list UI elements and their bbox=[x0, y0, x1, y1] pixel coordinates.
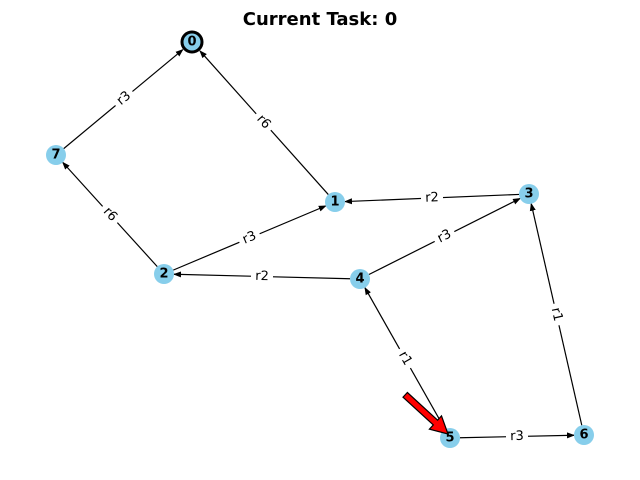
edge-label: r1 bbox=[548, 306, 566, 323]
edge-label-background bbox=[505, 428, 529, 445]
edge-label: r3 bbox=[510, 429, 524, 444]
edge-label-background bbox=[96, 200, 124, 229]
edge-label-background bbox=[250, 108, 277, 136]
edge-label: r2 bbox=[425, 190, 439, 206]
edge-label-group-4-2: r2 bbox=[250, 268, 274, 285]
node-6 bbox=[574, 425, 594, 445]
agent-position-arrow-icon bbox=[402, 391, 449, 435]
edge-label-group-5-6: r3 bbox=[505, 428, 529, 445]
chart-title: Current Task: 0 bbox=[243, 9, 397, 30]
node-label-3: 3 bbox=[524, 187, 533, 202]
edge-label: r2 bbox=[255, 269, 269, 284]
node-label-2: 2 bbox=[159, 267, 168, 282]
node-3 bbox=[519, 184, 539, 204]
node-label-4: 4 bbox=[355, 272, 364, 287]
edge-label-background bbox=[420, 189, 444, 207]
node-2 bbox=[154, 264, 174, 284]
current-task-node bbox=[180, 30, 204, 54]
node-label-7: 7 bbox=[51, 148, 60, 163]
edge-label-group-4-3: r3 bbox=[431, 224, 458, 249]
edge-labels-layer: r3 r6 r6 r3 r2 r3 r2 r1 r3 r1 bbox=[96, 85, 567, 445]
edge-label-group-5-4: r1 bbox=[392, 344, 418, 373]
edge-label-group-2-7: r6 bbox=[96, 200, 124, 229]
node-label-0: 0 bbox=[187, 35, 196, 50]
edge-label-background bbox=[392, 344, 418, 373]
agent-layer bbox=[402, 391, 449, 435]
node-label-5: 5 bbox=[445, 431, 454, 446]
edge-label: r3 bbox=[435, 227, 454, 247]
edge-label-background bbox=[250, 268, 274, 285]
node-7 bbox=[46, 145, 66, 165]
node-1 bbox=[325, 192, 345, 212]
node-label-6: 6 bbox=[579, 428, 588, 443]
node-label-1: 1 bbox=[330, 195, 339, 210]
edge-label-group-7-0: r3 bbox=[110, 85, 138, 112]
edge-label-background bbox=[236, 226, 263, 250]
edge-label-background bbox=[110, 85, 138, 112]
edge-label-group-6-3: r1 bbox=[546, 301, 567, 328]
edge-label-background bbox=[431, 224, 458, 249]
edge-label: r1 bbox=[395, 349, 415, 368]
edge-label: r3 bbox=[240, 228, 258, 247]
node-4 bbox=[350, 269, 370, 289]
edge-label-background bbox=[546, 301, 567, 328]
nodes-layer: 0 1 2 3 4 5 6 7 bbox=[46, 30, 594, 448]
edge-label-group-3-1: r2 bbox=[420, 189, 444, 207]
edges-layer bbox=[62, 49, 583, 439]
edge-label-group-2-1: r3 bbox=[236, 226, 263, 250]
edge-label-group-1-0: r6 bbox=[250, 108, 277, 136]
